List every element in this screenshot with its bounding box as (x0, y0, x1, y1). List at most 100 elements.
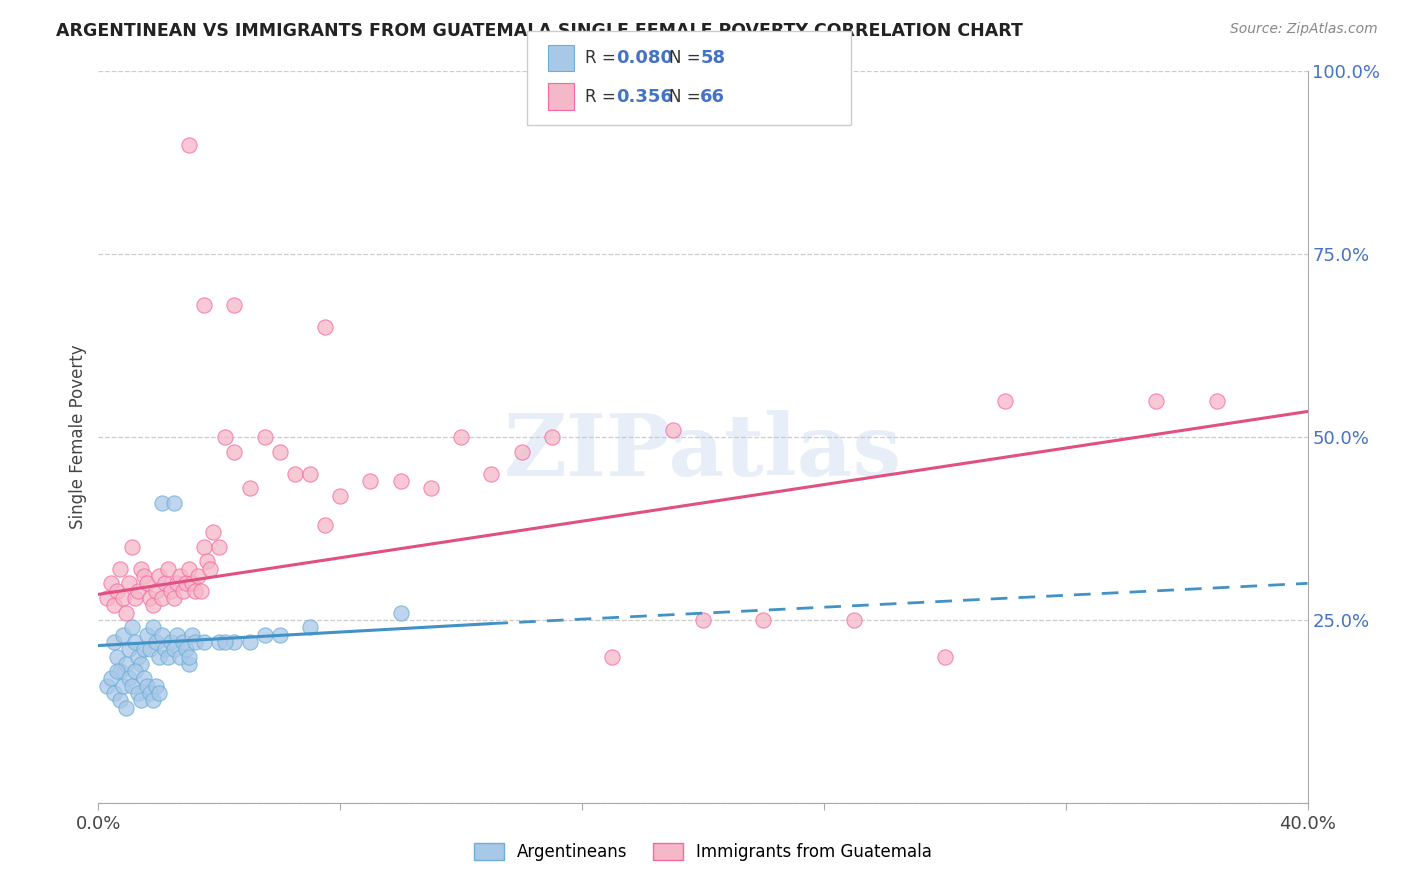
Point (160, 635, 183, 649)
Point (172, 583, 194, 598)
Point (150, 627, 173, 641)
Point (253, 627, 276, 641)
Point (114, 657, 136, 671)
Point (314, 320, 336, 334)
Point (181, 576, 204, 591)
Point (142, 620, 165, 634)
Point (156, 562, 179, 576)
Point (105, 664, 128, 678)
Point (602, 649, 624, 664)
Point (105, 583, 128, 598)
Point (96, 679, 118, 693)
Point (481, 467, 503, 481)
Text: 58: 58 (700, 49, 725, 67)
Point (253, 430, 276, 444)
Point (193, 540, 215, 554)
Point (269, 444, 291, 458)
Point (329, 489, 352, 503)
Point (179, 137, 201, 152)
Point (145, 635, 167, 649)
Point (160, 583, 183, 598)
Point (169, 649, 191, 664)
Point (179, 657, 201, 671)
Point (193, 298, 215, 312)
Legend: Argentineans, Immigrants from Guatemala: Argentineans, Immigrants from Guatemala (467, 836, 939, 868)
Point (124, 664, 146, 678)
Point (103, 686, 125, 700)
Point (224, 635, 246, 649)
Point (389, 474, 412, 488)
Point (139, 642, 162, 657)
Point (100, 576, 122, 591)
Point (172, 635, 194, 649)
Point (844, 613, 866, 627)
Text: ZIPatlas: ZIPatlas (503, 409, 903, 493)
Point (181, 627, 204, 641)
Point (214, 635, 236, 649)
Point (166, 576, 188, 591)
Point (150, 591, 173, 605)
Point (174, 576, 197, 591)
Point (135, 576, 157, 591)
Point (187, 569, 209, 583)
Point (1206, 393, 1229, 408)
Text: R =: R = (585, 88, 621, 106)
Point (139, 686, 162, 700)
Point (184, 583, 207, 598)
Point (129, 693, 152, 707)
Point (108, 693, 131, 707)
Point (103, 599, 125, 613)
Point (142, 693, 165, 707)
Point (389, 606, 412, 620)
Point (661, 423, 683, 437)
Point (540, 430, 562, 444)
Point (184, 635, 207, 649)
Point (420, 481, 443, 495)
Point (111, 679, 134, 693)
Point (132, 642, 155, 657)
Point (103, 635, 125, 649)
Point (129, 657, 152, 671)
Point (132, 569, 155, 583)
Point (121, 540, 143, 554)
Point (142, 599, 165, 613)
Point (166, 627, 188, 641)
Point (148, 569, 170, 583)
Point (190, 583, 212, 598)
Text: ARGENTINEAN VS IMMIGRANTS FROM GUATEMALA SINGLE FEMALE POVERTY CORRELATION CHART: ARGENTINEAN VS IMMIGRANTS FROM GUATEMALA… (56, 22, 1024, 40)
Text: Source: ZipAtlas.com: Source: ZipAtlas.com (1230, 22, 1378, 37)
Point (148, 649, 170, 664)
Point (156, 649, 179, 664)
Point (163, 642, 186, 657)
Point (121, 679, 143, 693)
Point (299, 467, 322, 481)
Point (284, 467, 307, 481)
Point (174, 642, 197, 657)
Point (124, 591, 146, 605)
Point (214, 430, 236, 444)
Text: 66: 66 (700, 88, 725, 106)
Point (118, 672, 141, 686)
Point (510, 444, 533, 458)
Point (150, 496, 173, 510)
Point (200, 562, 222, 576)
Point (269, 627, 291, 641)
Point (239, 635, 262, 649)
Point (314, 517, 336, 532)
Point (208, 635, 231, 649)
Point (108, 664, 131, 678)
Text: 0.356: 0.356 (616, 88, 672, 106)
Point (179, 562, 201, 576)
Point (195, 554, 218, 568)
Point (208, 540, 231, 554)
Point (692, 613, 714, 627)
Point (202, 525, 225, 540)
Point (127, 649, 149, 664)
Point (135, 679, 157, 693)
Point (299, 620, 322, 634)
Point (114, 606, 136, 620)
Point (127, 583, 149, 598)
Point (153, 576, 176, 591)
Text: N =: N = (669, 49, 706, 67)
Point (135, 627, 157, 641)
